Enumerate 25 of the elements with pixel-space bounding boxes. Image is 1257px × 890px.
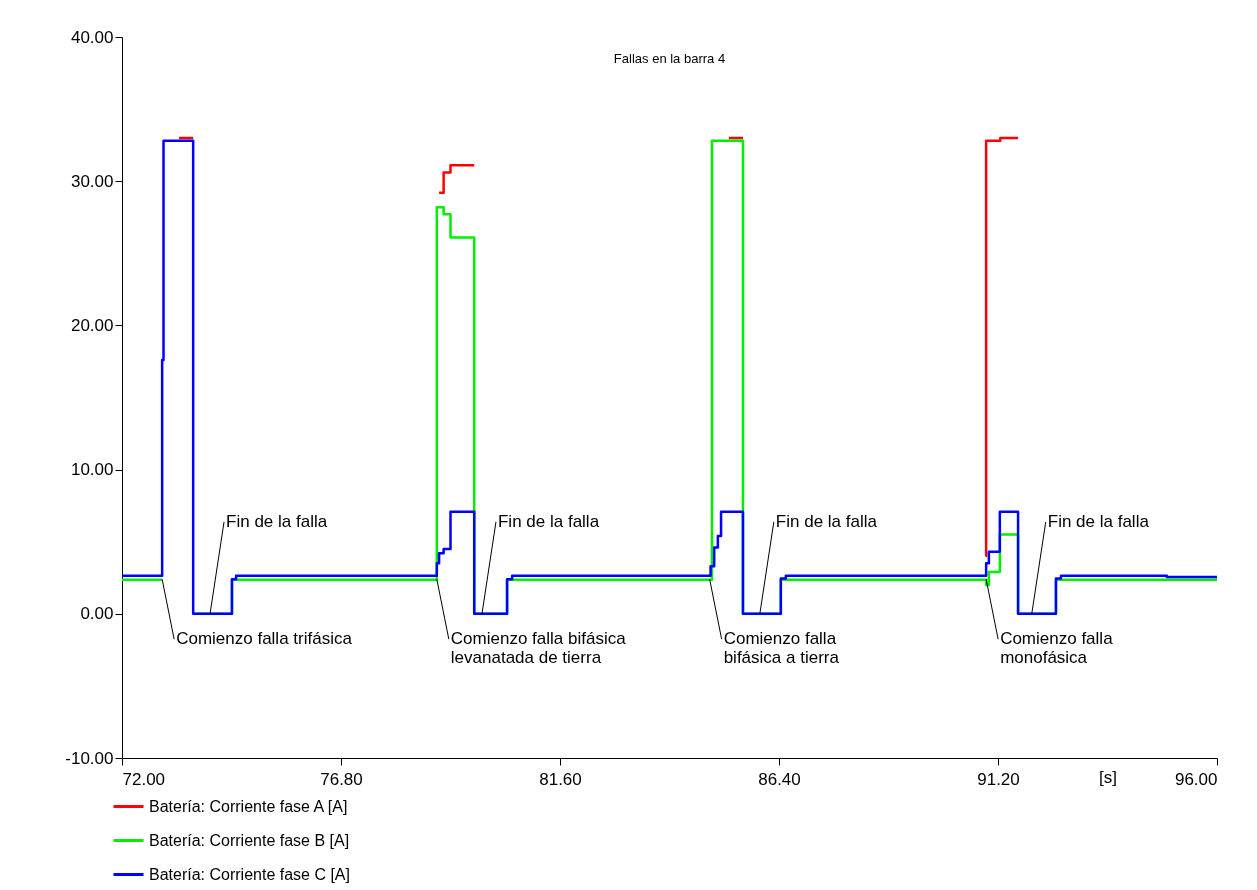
- y-tick-label: 20.00: [70, 315, 114, 335]
- annotation: Comienzo falla monofásica: [1000, 629, 1114, 668]
- legend-label: Batería: Corriente fase A [A]: [149, 797, 348, 815]
- annotation: Comienzo falla bifásica levanatada de tierra: [450, 629, 627, 668]
- annotation: Fin de la falla: [497, 511, 600, 531]
- annotation: Fin de la falla: [226, 511, 328, 531]
- annotation: Fin de la falla: [775, 511, 878, 531]
- annotation: Comienzo falla bifásica a tierra: [723, 629, 840, 668]
- y-tick-label: 40.00: [70, 27, 114, 47]
- y-tick-label: 0.00: [80, 604, 114, 624]
- annotation: Comienzo falla trifásica: [176, 629, 353, 649]
- x-tick-label: 72.00: [122, 769, 166, 789]
- x-tick-label: 81.60: [539, 769, 582, 789]
- x-tick-label: 76.80: [320, 769, 363, 789]
- text: Fallas en la barra 4: [613, 51, 726, 66]
- x-tick-label: 96.00: [1174, 769, 1218, 789]
- x-axis-title: [s]: [1099, 767, 1117, 787]
- y-tick-label: 30.00: [70, 171, 114, 191]
- y-tick-label: 10.00: [70, 460, 114, 480]
- annotation: Fin de la falla: [1047, 511, 1150, 531]
- x-tick-label: 91.20: [977, 769, 1020, 789]
- x-tick-label: 86.40: [758, 769, 801, 789]
- y-tick-label: -10.00: [65, 748, 114, 768]
- legend-label: Batería: Corriente fase C [A]: [149, 865, 350, 883]
- legend-label: Batería: Corriente fase B [A]: [149, 831, 350, 849]
